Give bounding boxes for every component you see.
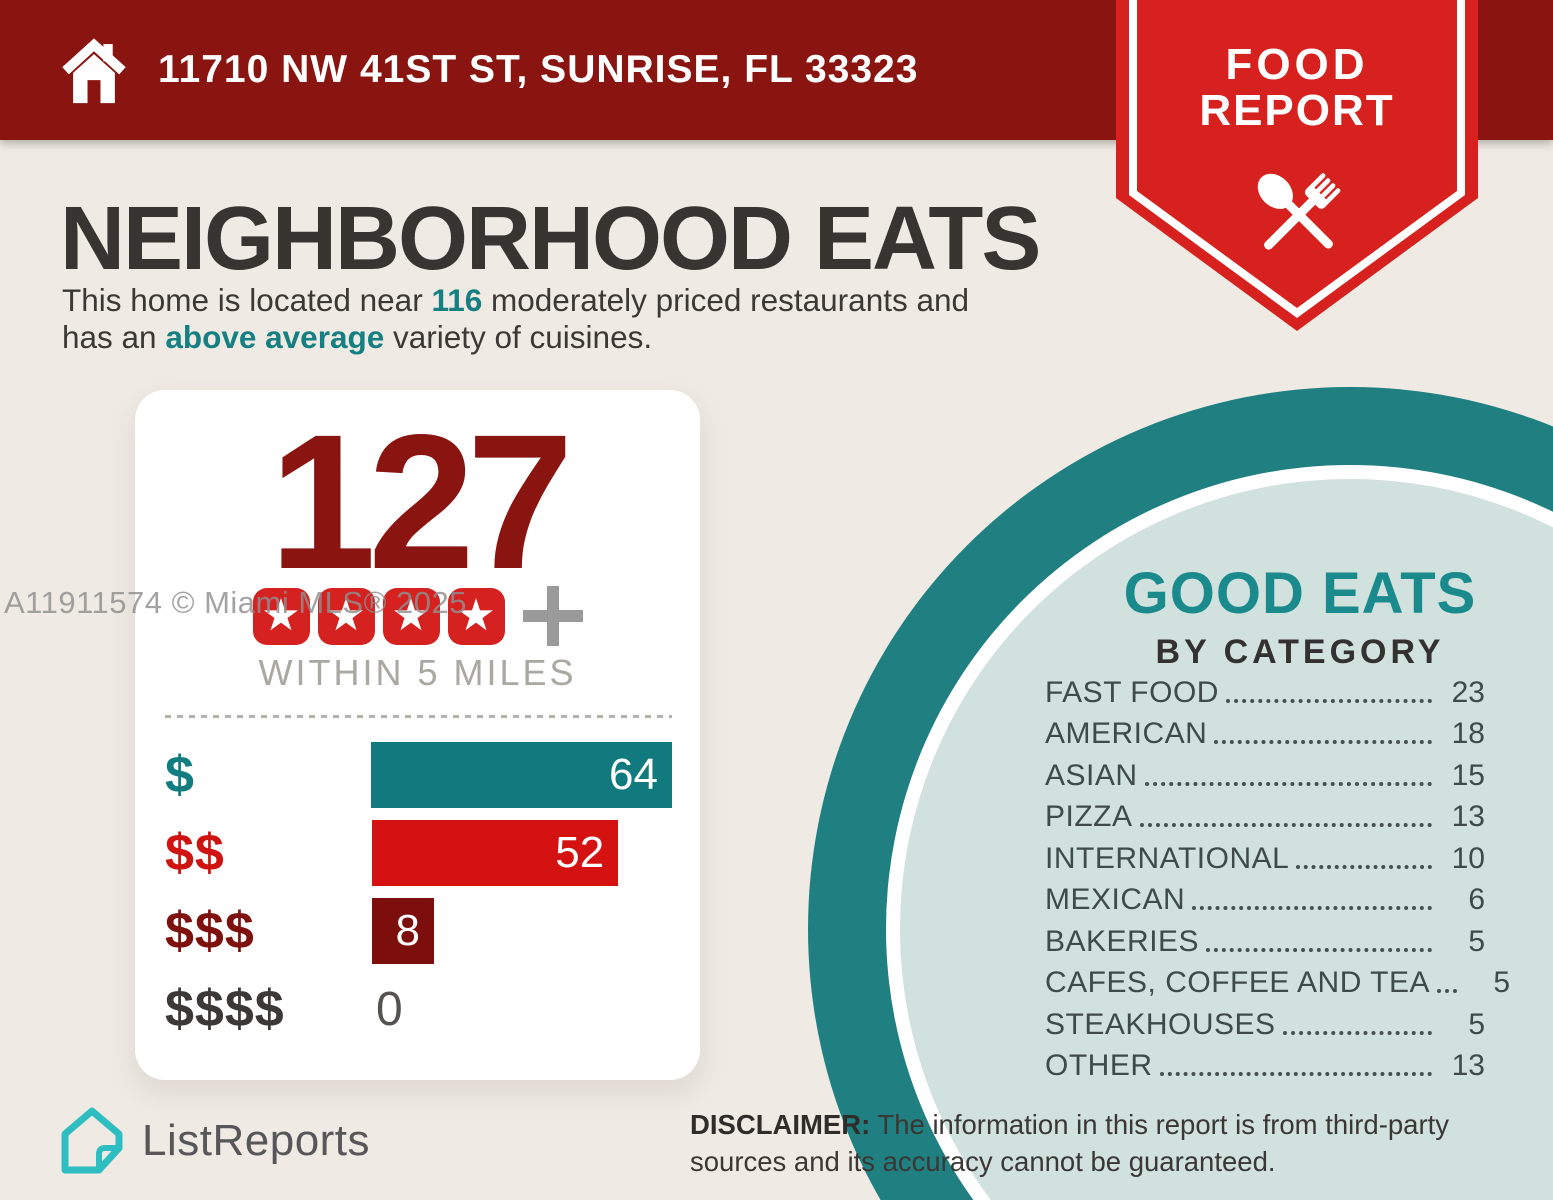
chart-row-price-4: $$$$ 0 bbox=[165, 976, 672, 1042]
price-tier-label: $$$ bbox=[165, 902, 255, 960]
category-label: FAST FOOD bbox=[1045, 675, 1219, 709]
home-icon bbox=[62, 38, 126, 104]
category-count: 5 bbox=[1468, 1007, 1485, 1041]
bar-price-1: 64 bbox=[370, 742, 672, 808]
dotted-leader bbox=[1192, 906, 1432, 910]
list-item: PIZZA 13 bbox=[1045, 795, 1485, 837]
category-label: CAFES, COFFEE AND TEA bbox=[1045, 966, 1431, 999]
list-item: FAST FOOD 23 bbox=[1045, 670, 1485, 712]
category-label: INTERNATIONAL bbox=[1045, 841, 1290, 875]
star-icon: ★ bbox=[382, 587, 440, 645]
dotted-leader bbox=[1206, 947, 1432, 952]
good-eats-subtitle: BY CATEGORY bbox=[1155, 633, 1445, 671]
listreports-logo-icon bbox=[61, 1107, 123, 1174]
category-count: 13 bbox=[1451, 800, 1485, 833]
price-tier-label: $$ bbox=[165, 824, 225, 882]
category-label: AMERICAN bbox=[1045, 717, 1208, 750]
category-count: 18 bbox=[1451, 717, 1485, 750]
list-item: BAKERIES 5 bbox=[1045, 919, 1485, 961]
plus-icon bbox=[522, 586, 583, 646]
page-title: NEIGHBORHOOD EATS bbox=[60, 189, 1041, 289]
list-item: OTHER 13 bbox=[1045, 1044, 1485, 1086]
disclaimer-label: DISCLAIMER: bbox=[690, 1109, 871, 1140]
dashed-divider bbox=[165, 715, 672, 718]
price-tier-label: $$$$ bbox=[165, 980, 285, 1038]
intro-line1-post: moderately priced restaurants and bbox=[482, 282, 970, 318]
bar-value: 8 bbox=[395, 906, 420, 955]
category-label: ASIAN bbox=[1045, 758, 1138, 792]
intro-paragraph: This home is located near 116 moderately… bbox=[62, 282, 969, 356]
dotted-leader bbox=[1437, 989, 1458, 993]
category-count: 15 bbox=[1451, 758, 1485, 792]
ribbon-title-line2: REPORT bbox=[1199, 86, 1395, 135]
list-item: AMERICAN 18 bbox=[1045, 712, 1485, 754]
list-item: MEXICAN 6 bbox=[1045, 878, 1485, 920]
star-rating: ★ ★ ★ ★ bbox=[135, 586, 700, 646]
category-label: OTHER bbox=[1045, 1049, 1153, 1082]
list-item: INTERNATIONAL 10 bbox=[1045, 836, 1485, 878]
listreports-logo: ListReports bbox=[60, 1106, 370, 1176]
good-eats-header: GOOD EATS BY CATEGORY bbox=[1060, 560, 1540, 672]
category-count: 13 bbox=[1451, 1049, 1485, 1082]
category-count: 5 bbox=[1468, 924, 1485, 958]
intro-line2-pre: has an bbox=[62, 319, 166, 355]
disclaimer-text: The information in this report is from t… bbox=[690, 1109, 1450, 1177]
price-tier-label: $ bbox=[165, 746, 195, 804]
category-count: 10 bbox=[1451, 841, 1485, 875]
total-restaurants: 127 bbox=[269, 394, 573, 609]
list-item: STEAKHOUSES 5 bbox=[1045, 1002, 1485, 1044]
good-eats-category-list: FAST FOOD 23 AMERICAN 18 ASIAN 15 PIZZA 13 I… bbox=[1045, 670, 1510, 1086]
dotted-leader bbox=[1225, 698, 1432, 703]
variety-highlight: above average bbox=[165, 319, 385, 355]
category-count: 5 bbox=[1493, 966, 1511, 999]
dotted-leader bbox=[1159, 1072, 1432, 1076]
ribbon-title: FOOD REPORT bbox=[1116, 42, 1478, 134]
category-count: 23 bbox=[1451, 675, 1485, 709]
intro-line1: This home is located near 116 moderately… bbox=[62, 282, 969, 319]
dotted-leader bbox=[1214, 740, 1432, 744]
mls-watermark: A11911574 © Miami MLS® 2025 bbox=[4, 585, 467, 620]
intro-line1-pre: This home is located near bbox=[62, 282, 432, 318]
bar-price-3: 8 bbox=[372, 898, 434, 964]
good-eats-title: GOOD EATS bbox=[1123, 561, 1477, 626]
chart-row-price-1: $ 64 bbox=[165, 742, 672, 808]
chart-row-price-2: $$ 52 bbox=[165, 820, 672, 886]
category-label: BAKERIES bbox=[1045, 924, 1200, 958]
disclaimer: DISCLAIMER: The information in this repo… bbox=[690, 1106, 1500, 1180]
bar-value: 52 bbox=[555, 828, 605, 877]
chart-row-price-3: $$$ 8 bbox=[165, 898, 672, 964]
ribbon-shape bbox=[1116, 0, 1478, 331]
spoon-fork-icon bbox=[1257, 173, 1341, 250]
property-address: 11710 NW 41ST ST, SUNRISE, FL 33323 bbox=[158, 48, 919, 91]
star-icon: ★ bbox=[447, 587, 505, 645]
dotted-leader bbox=[1296, 864, 1432, 869]
intro-line2-post: variety of cuisines. bbox=[384, 319, 653, 355]
dotted-leader bbox=[1139, 823, 1432, 827]
list-item: ASIAN 15 bbox=[1045, 753, 1485, 795]
ribbon-title-line1: FOOD bbox=[1225, 40, 1369, 89]
restaurant-summary-card: 127 ★ ★ ★ ★ WITHIN 5 MILES $ 64 $$ 52 $$$ 8… bbox=[135, 390, 700, 1080]
category-label: MEXICAN bbox=[1045, 883, 1186, 916]
dotted-leader bbox=[1282, 1030, 1432, 1035]
price-tier-bar-chart: $ 64 $$ 52 $$$ 8 $$$$ 0 bbox=[165, 742, 672, 1054]
bar-value: 0 bbox=[376, 982, 403, 1036]
restaurant-count: 116 bbox=[431, 282, 483, 318]
bar-price-2: 52 bbox=[372, 820, 619, 886]
category-label: STEAKHOUSES bbox=[1045, 1007, 1276, 1041]
listreports-wordmark: ListReports bbox=[142, 1116, 371, 1165]
list-item: CAFES, COFFEE AND TEA 5 bbox=[1045, 961, 1510, 1003]
star-icon: ★ bbox=[252, 587, 310, 645]
dotted-leader bbox=[1144, 781, 1432, 786]
star-icon: ★ bbox=[317, 587, 375, 645]
intro-line2: has an above average variety of cuisines… bbox=[62, 319, 969, 356]
radius-caption: WITHIN 5 MILES bbox=[258, 652, 577, 693]
category-count: 6 bbox=[1468, 883, 1485, 916]
food-report-badge: FOOD REPORT bbox=[1116, 0, 1478, 333]
bar-value: 64 bbox=[609, 750, 658, 799]
category-label: PIZZA bbox=[1045, 800, 1133, 833]
